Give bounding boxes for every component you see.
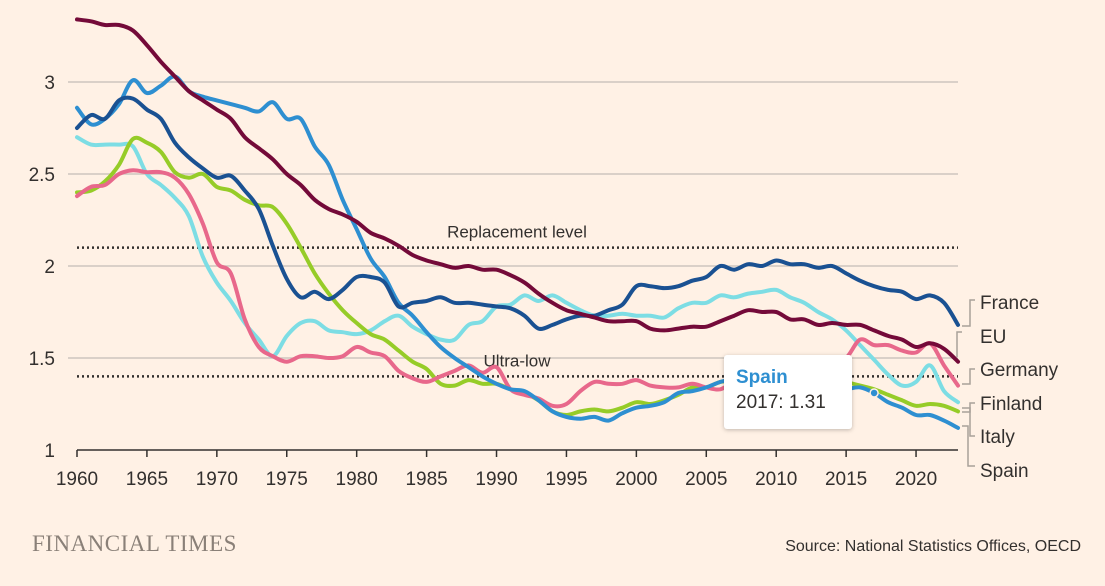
legend-label-italy: Italy	[980, 427, 1015, 448]
legend-connector	[956, 331, 962, 357]
legend-connector	[962, 368, 975, 385]
highlight-point	[869, 388, 879, 398]
legend-label-eu: EU	[980, 327, 1006, 348]
legend-label-spain: Spain	[980, 461, 1029, 482]
reference-line-label: Replacement level	[447, 223, 587, 242]
legend-label-germany: Germany	[980, 360, 1059, 381]
tooltip-series-name: Spain	[736, 367, 788, 388]
x-tick-label: 1990	[475, 469, 517, 490]
ft-logo: FINANCIAL TIMES	[32, 531, 237, 556]
reference-line-label: Ultra-low	[483, 351, 551, 370]
x-tick-label: 2000	[615, 469, 657, 490]
y-tick-label: 2	[44, 257, 55, 278]
x-tick-label: 1975	[266, 469, 308, 490]
legend: France EU Germany Finland Italy Spain	[956, 293, 1059, 482]
y-tick-label: 2.5	[29, 165, 55, 186]
x-tick-label: 1960	[56, 469, 98, 490]
legend-connector	[962, 299, 975, 327]
x-tick-label: 2005	[685, 469, 727, 490]
x-tick-label: 1985	[405, 469, 447, 490]
x-tick-label: 1980	[336, 469, 378, 490]
series-line-france[interactable]	[75, 95, 960, 331]
legend-label-finland: Finland	[980, 394, 1042, 415]
legend-connector	[962, 425, 975, 467]
y-tick-label: 1.5	[29, 349, 55, 370]
x-axis: 1960 1965 1970 1975 1980 1985 1990 1995 2000 2005…	[56, 449, 958, 490]
series-line-eu[interactable]	[75, 17, 960, 364]
source-note: Source: National Statistics Offices, OEC…	[785, 538, 1081, 555]
highlight-marker	[869, 388, 879, 398]
x-tick-label: 2015	[825, 469, 867, 490]
hover-tooltip: Spain 2017: 1.31	[724, 355, 852, 429]
x-tick-label: 1995	[545, 469, 587, 490]
x-tick-label: 2020	[895, 469, 937, 490]
reference-lines: Replacement level Ultra-low	[77, 223, 958, 378]
x-tick-label: 1970	[196, 469, 238, 490]
legend-connector	[962, 407, 975, 437]
series-line-italy[interactable]	[75, 135, 960, 405]
y-tick-label: 3	[44, 73, 55, 94]
legend-label-france: France	[980, 293, 1039, 314]
x-tick-label: 1965	[126, 469, 168, 490]
x-tick-label: 2010	[755, 469, 797, 490]
y-tick-label: 1	[44, 441, 55, 462]
tooltip-value: 2017: 1.31	[736, 392, 826, 413]
y-axis-labels: 1 1.5 2 2.5 3	[29, 73, 55, 462]
